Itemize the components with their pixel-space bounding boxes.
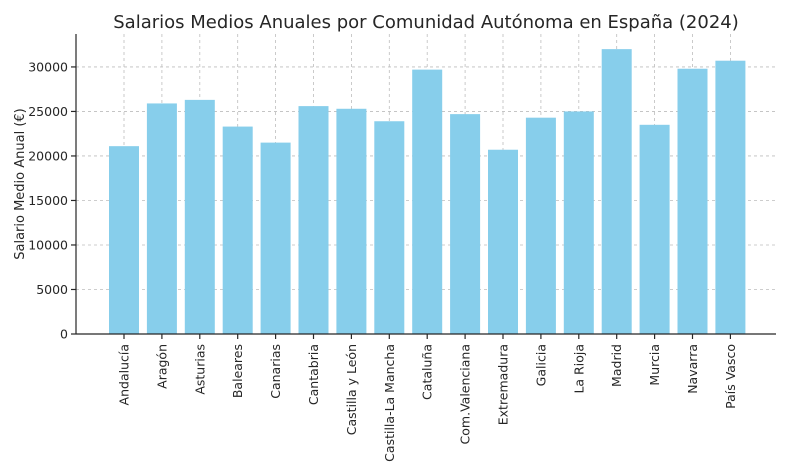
x-tick-label-9: Com.Valenciana bbox=[458, 344, 473, 444]
x-tick-label-7: Castilla-La Mancha bbox=[382, 344, 397, 462]
bars bbox=[109, 49, 746, 335]
y-axis-ticks: 0 5000 10000 15000 20000 25000 30000 bbox=[28, 59, 76, 342]
x-tick-label-10: Extremadura bbox=[496, 344, 511, 425]
x-tick-label-1: Aragón bbox=[154, 344, 169, 389]
bar-4 bbox=[260, 142, 291, 334]
y-tick-label-4: 20000 bbox=[28, 148, 68, 163]
x-tick-label-3: Baleares bbox=[230, 344, 245, 398]
bar-12 bbox=[563, 111, 594, 334]
x-tick-label-8: Cataluña bbox=[420, 344, 435, 400]
bar-15 bbox=[677, 68, 708, 334]
x-tick-label-12: La Rioja bbox=[571, 344, 586, 394]
x-tick-label-5: Cantabria bbox=[306, 344, 321, 405]
y-tick-label-6: 30000 bbox=[28, 59, 68, 74]
bar-2 bbox=[184, 99, 215, 335]
y-axis-label: Salario Medio Anual (€) bbox=[13, 108, 28, 260]
x-tick-label-16: País Vasco bbox=[723, 344, 738, 409]
chart-title: Salarios Medios Anuales por Comunidad Au… bbox=[113, 12, 739, 33]
x-tick-label-11: Galicia bbox=[533, 344, 548, 386]
bar-0 bbox=[109, 146, 139, 334]
bar-16 bbox=[715, 60, 746, 334]
y-tick-label-1: 5000 bbox=[36, 282, 68, 297]
y-tick-label-3: 15000 bbox=[28, 193, 68, 208]
bar-7 bbox=[374, 121, 405, 334]
x-tick-label-15: Navarra bbox=[685, 344, 700, 394]
bar-6 bbox=[336, 108, 367, 334]
x-tick-label-13: Madrid bbox=[609, 344, 624, 387]
bar-1 bbox=[146, 103, 177, 334]
bar-5 bbox=[298, 106, 329, 334]
bar-11 bbox=[525, 117, 556, 334]
x-tick-label-14: Murcia bbox=[647, 344, 662, 386]
bar-14 bbox=[639, 124, 670, 335]
x-tick-label-0: Andalucía bbox=[117, 344, 132, 405]
y-tick-label-5: 25000 bbox=[28, 104, 68, 119]
bar-13 bbox=[601, 49, 632, 334]
y-tick-label-2: 10000 bbox=[28, 237, 68, 252]
x-tick-label-2: Asturias bbox=[192, 344, 207, 395]
x-tick-label-4: Canarias bbox=[268, 344, 283, 399]
bar-10 bbox=[488, 149, 518, 334]
bar-3 bbox=[222, 126, 253, 334]
bar-8 bbox=[412, 69, 443, 334]
x-axis-ticks: Andalucía Aragón Asturias Baleares Canarias C… bbox=[117, 334, 738, 462]
bar-9 bbox=[450, 114, 481, 335]
y-tick-label-0: 0 bbox=[60, 327, 68, 342]
x-tick-label-6: Castilla y León bbox=[344, 344, 359, 435]
